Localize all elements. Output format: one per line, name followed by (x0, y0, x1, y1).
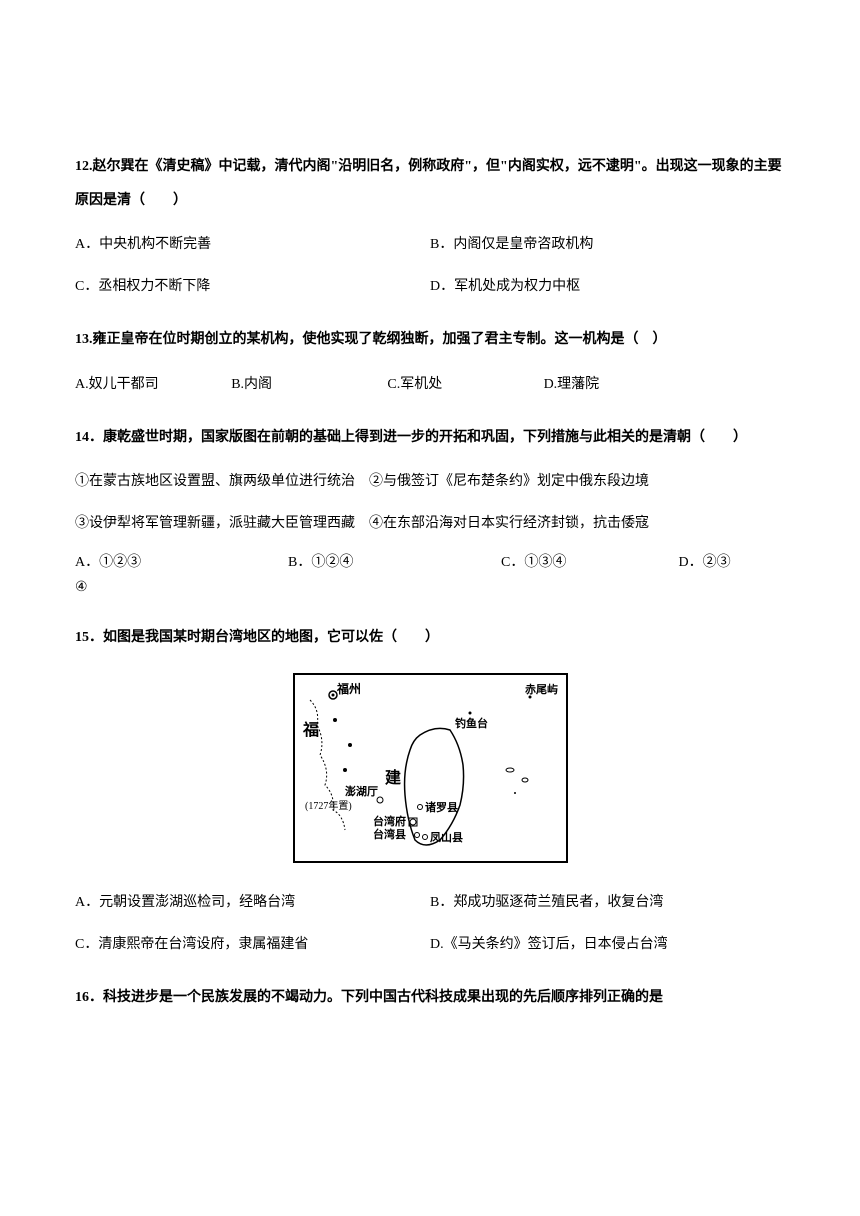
question-13-options: A.奴儿干都司 B.内阁 C.军机处 D.理藩院 (75, 371, 785, 399)
q15-option-b: B．郑成功驱逐荷兰殖民者，收复台湾 (430, 889, 785, 917)
fu-label: 福 (302, 720, 319, 739)
zhuluo-label: 诸罗县 (425, 800, 458, 814)
q15-option-a: A．元朝设置澎湖巡检司，经略台湾 (75, 889, 430, 917)
q15-option-d: D.《马关条约》签订后，日本侵占台湾 (430, 931, 785, 959)
question-14-text: 14．康乾盛世时期，国家版图在前朝的基础上得到进一步的开拓和巩固，下列措施与此相… (75, 421, 785, 455)
q15-option-c: C．清康熙帝在台湾设府，隶属福建省 (75, 931, 430, 959)
q13-option-d: D.理藩院 (544, 371, 700, 399)
q13-option-c: C.军机处 (387, 371, 543, 399)
q13-option-b: B.内阁 (231, 371, 387, 399)
question-12-text: 12.赵尔巽在《清史稿》中记载，清代内阁"沿明旧名，例称政府"，但"内阁实权，远… (75, 150, 785, 217)
fuzhou-marker-dot (331, 693, 334, 696)
small-island-1 (506, 768, 514, 772)
q14-option-b: B．①②④ (288, 552, 501, 574)
question-13: 13.雍正皇帝在位时期创立的某机构，使他实现了乾纲独断，加强了君主专制。这一机构… (75, 323, 785, 399)
small-island-3 (514, 792, 516, 794)
question-12: 12.赵尔巽在《清史稿》中记载，清代内阁"沿明旧名，例称政府"，但"内阁实权，远… (75, 150, 785, 301)
island-dot (343, 768, 347, 772)
taiwanfu-label: 台湾府 (373, 814, 406, 828)
q14-option-c: C．①③④ (501, 552, 679, 574)
penghu-year-label: (1727年置) (305, 799, 352, 812)
q14-option-d: D．②③ (679, 552, 786, 574)
q12-option-a: A．中央机构不断完善 (75, 231, 430, 259)
jian-label: 建 (385, 769, 401, 787)
fuzhou-label: 福州 (336, 681, 361, 696)
small-island-2 (522, 778, 528, 782)
question-14-sub1: ①在蒙古族地区设置盟、旗两级单位进行统治 ②与俄签订《尼布楚条约》划定中俄东段边… (75, 468, 785, 496)
question-12-options-row1: A．中央机构不断完善 B．内阁仅是皇帝咨政机构 (75, 231, 785, 259)
q14-option-d-wrap: ④ (75, 577, 785, 599)
island-dot (333, 718, 337, 722)
question-15: 15．如图是我国某时期台湾地区的地图，它可以佐（ ） 福州 福 建 澎湖厅 (1… (75, 621, 785, 959)
taiwan-map: 福州 福 建 澎湖厅 (1727年置) 诸罗县 台湾府 台湾县 凤山县 (75, 673, 785, 871)
penghu-label: 澎湖厅 (345, 784, 378, 798)
question-16: 16．科技进步是一个民族发展的不竭动力。下列中国古代科技成果出现的先后顺序排列正… (75, 981, 785, 1015)
taiwanxian-label: 台湾县 (373, 827, 406, 841)
fengshan-marker (422, 834, 427, 839)
question-15-text: 15．如图是我国某时期台湾地区的地图，它可以佐（ ） (75, 621, 785, 655)
question-14-options: A．①②③ B．①②④ C．①③④ D．②③ (75, 552, 785, 574)
q13-option-a: A.奴儿干都司 (75, 371, 231, 399)
island-dot (348, 743, 352, 747)
q12-option-b: B．内阁仅是皇帝咨政机构 (430, 231, 785, 259)
q12-option-d: D．军机处成为权力中枢 (430, 273, 785, 301)
diaoyu-dot (468, 711, 471, 714)
taiwanxian-marker (414, 832, 419, 837)
question-15-options-row1: A．元朝设置澎湖巡检司，经略台湾 B．郑成功驱逐荷兰殖民者，收复台湾 (75, 889, 785, 917)
question-14-sub2: ③设伊犁将军管理新疆，派驻藏大臣管理西藏 ④在东部沿海对日本实行经济封锁，抗击倭… (75, 510, 785, 538)
q14-option-a: A．①②③ (75, 552, 288, 574)
question-16-text: 16．科技进步是一个民族发展的不竭动力。下列中国古代科技成果出现的先后顺序排列正… (75, 981, 785, 1015)
q12-option-c: C．丞相权力不断下降 (75, 273, 430, 301)
question-12-options-row2: C．丞相权力不断下降 D．军机处成为权力中枢 (75, 273, 785, 301)
diaoyu-label: 钓鱼台 (455, 716, 488, 730)
taiwanfu-marker (410, 819, 416, 825)
question-15-options-row2: C．清康熙帝在台湾设府，隶属福建省 D.《马关条约》签订后，日本侵占台湾 (75, 931, 785, 959)
map-svg: 福州 福 建 澎湖厅 (1727年置) 诸罗县 台湾府 台湾县 凤山县 (293, 673, 568, 863)
question-14: 14．康乾盛世时期，国家版图在前朝的基础上得到进一步的开拓和巩固，下列措施与此相… (75, 421, 785, 599)
fengshan-label: 凤山县 (430, 830, 463, 844)
question-13-text: 13.雍正皇帝在位时期创立的某机构，使他实现了乾纲独断，加强了君主专制。这一机构… (75, 323, 785, 357)
chiwei-label: 赤尾屿 (525, 682, 558, 696)
zhuluo-marker (417, 804, 422, 809)
taiwan-outline (404, 728, 463, 845)
